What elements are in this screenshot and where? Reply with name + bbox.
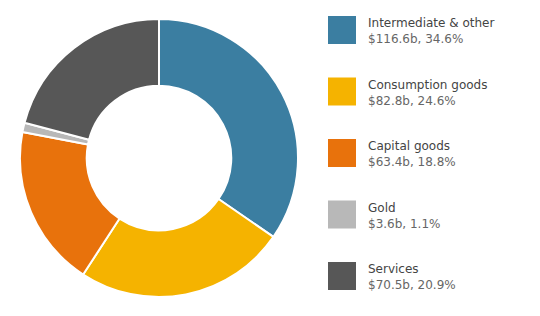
- chart: Intermediate & other $116.6b, 34.6% Consum…: [0, 0, 540, 316]
- legend-swatch: [328, 16, 356, 44]
- legend-swatch: [328, 262, 356, 290]
- legend-value: $116.6b, 34.6%: [368, 32, 463, 46]
- slices: [20, 19, 298, 297]
- legend-swatch: [328, 201, 356, 229]
- legend-swatch: [328, 78, 356, 106]
- legend-swatch: [328, 139, 356, 167]
- legend-value: $3.6b, 1.1%: [368, 217, 440, 231]
- legend-value: $63.4b, 18.8%: [368, 155, 456, 169]
- slice: [20, 132, 120, 275]
- legend-value: $82.8b, 24.6%: [368, 94, 456, 108]
- legend-label: Intermediate & other: [368, 16, 494, 30]
- slice: [25, 19, 159, 140]
- legend-label: Services: [368, 262, 419, 276]
- legend: Intermediate & other $116.6b, 34.6% Consum…: [328, 16, 494, 292]
- slice: [159, 19, 298, 237]
- legend-value: $70.5b, 20.9%: [368, 278, 456, 292]
- legend-label: Gold: [368, 201, 396, 215]
- legend-label: Consumption goods: [368, 78, 487, 92]
- legend-label: Capital goods: [368, 139, 450, 153]
